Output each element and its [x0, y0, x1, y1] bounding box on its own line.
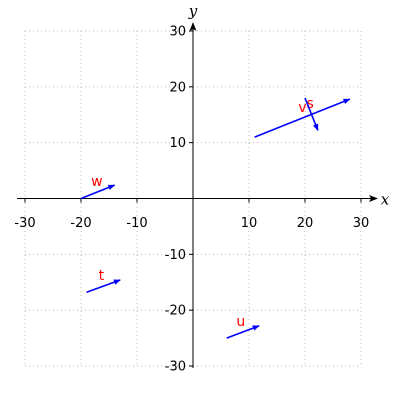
y-tick-label: -10 — [165, 248, 186, 263]
vector-arrow — [80, 184, 116, 200]
y-tick-label: -20 — [165, 304, 186, 319]
vector-arrow — [226, 325, 260, 339]
x-tick-label: 10 — [241, 216, 258, 231]
vector-label: u — [236, 314, 245, 330]
y-tick-label: 30 — [169, 25, 186, 40]
x-tick-label: -10 — [126, 216, 147, 231]
vector-label: v — [298, 100, 306, 116]
y-tick-label: -30 — [165, 360, 186, 375]
y-tick-label: 20 — [169, 80, 186, 95]
y-arrow — [189, 22, 197, 31]
x-tick-label: 20 — [297, 216, 314, 231]
x-tick-label: 30 — [353, 216, 370, 231]
vector-label: t — [99, 268, 105, 284]
x-tick-label: -20 — [70, 216, 91, 231]
y-axis-label: y — [188, 2, 198, 20]
x-arrow — [369, 195, 378, 202]
axes: x y -30 -20 -10 10 20 30 -30 -20 -10 10 20 30 — [14, 2, 389, 375]
x-axis-label: x — [381, 191, 390, 209]
vectors: sv w t u — [80, 96, 351, 339]
vector-label: w — [91, 174, 102, 190]
vector-arrow — [254, 98, 351, 138]
x-tick-label: -30 — [14, 216, 35, 231]
vector-arrow — [86, 279, 121, 294]
vector-label: s — [307, 96, 314, 112]
vector-arrow — [304, 97, 319, 132]
y-tick-label: 10 — [169, 136, 186, 151]
